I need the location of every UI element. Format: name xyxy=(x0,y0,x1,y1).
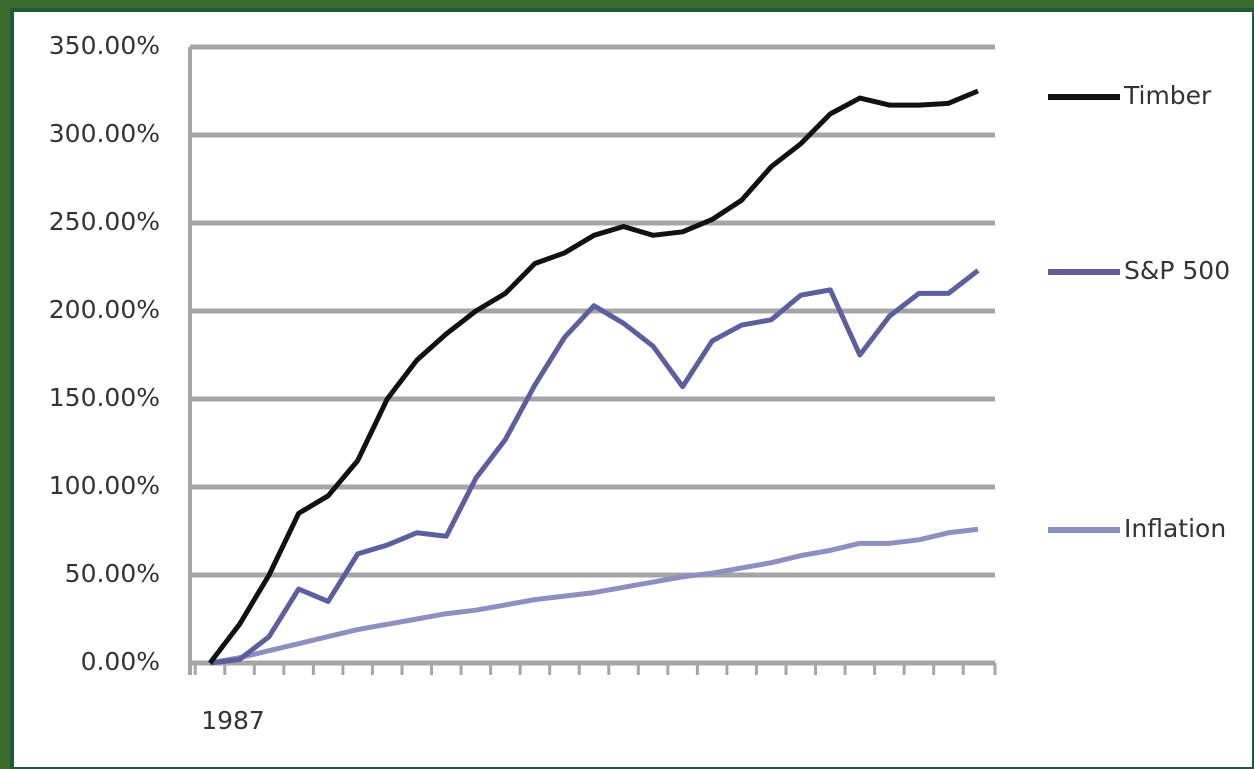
y-tick-label: 250.00% xyxy=(49,207,160,236)
y-tick-label: 100.00% xyxy=(49,471,160,500)
y-tick-label: 350.00% xyxy=(49,31,160,60)
legend-label: Inflation xyxy=(1124,514,1226,543)
y-tick-label: 150.00% xyxy=(49,383,160,412)
x-tick-label: 1987 xyxy=(201,706,265,735)
legend-label: Timber xyxy=(1123,81,1212,110)
y-tick-label: 300.00% xyxy=(49,119,160,148)
legend-label: S&P 500 xyxy=(1124,256,1230,285)
y-tick-label: 50.00% xyxy=(65,559,160,588)
chart-panel xyxy=(10,8,1254,769)
y-tick-label: 200.00% xyxy=(49,295,160,324)
series-line xyxy=(208,88,979,665)
series-line xyxy=(209,268,980,666)
series-line xyxy=(209,526,979,666)
y-tick-label: 0.00% xyxy=(81,647,160,676)
